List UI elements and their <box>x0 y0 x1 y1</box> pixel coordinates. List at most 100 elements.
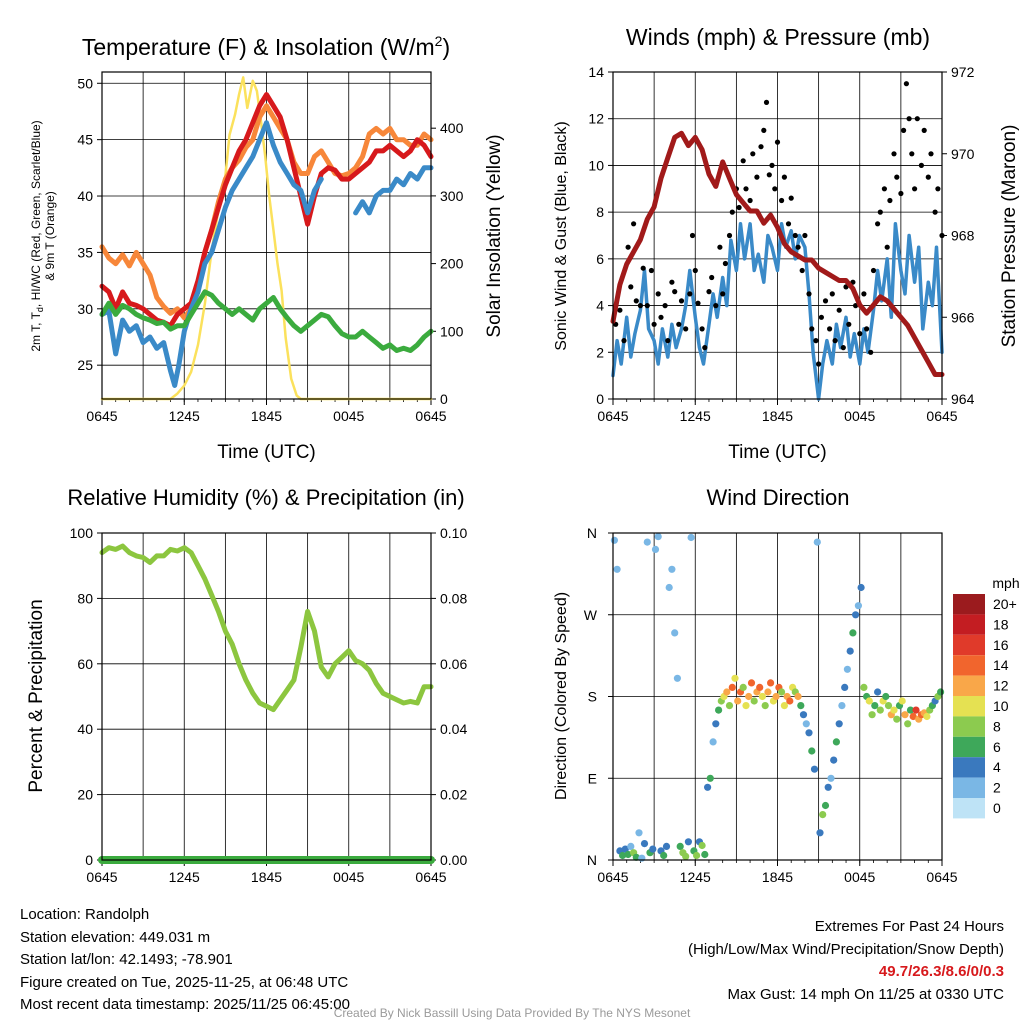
dir-point <box>764 688 772 696</box>
dir-point <box>613 565 621 573</box>
dir-point <box>698 841 706 850</box>
wind-series-sonic <box>611 222 944 401</box>
dir-point <box>725 702 734 710</box>
temp-y2tick-label: 300 <box>440 188 464 204</box>
wind-gust-point <box>628 284 634 290</box>
wind-gust-point <box>672 289 678 295</box>
dir-point <box>660 851 668 860</box>
dir-point <box>890 706 898 714</box>
temp-series-td <box>99 289 434 353</box>
dir-ytick-label: N <box>587 525 597 541</box>
wind-gust-point <box>799 267 805 274</box>
dir-point <box>761 702 769 710</box>
temp-title: Temperature (F) & Insolation (W/m2) <box>82 33 450 60</box>
wind-gust-point <box>655 291 661 297</box>
dir-frame <box>612 532 943 861</box>
dir-point <box>835 720 843 728</box>
rh-xtick-label: 1845 <box>251 869 282 885</box>
dir-legend-title: mph <box>992 575 1019 591</box>
dir-point <box>758 692 767 701</box>
rh-title: Relative Humidity (%) & Precipitation (i… <box>67 485 464 510</box>
rh-series-humidity <box>99 543 434 713</box>
wind-gust-point <box>884 244 890 250</box>
wind-gust-point <box>887 197 893 204</box>
dir-point <box>709 738 717 746</box>
wind-gust-point <box>772 186 778 192</box>
temp-ytick-label: 40 <box>77 188 93 204</box>
wind-gust-point <box>928 151 934 157</box>
wind-gust-point <box>875 221 881 227</box>
temp-xtick-label: 1245 <box>169 408 200 424</box>
wind-gust-point <box>648 267 655 274</box>
dir-point <box>621 845 629 853</box>
wind-frame <box>612 71 943 400</box>
wind-gust-point <box>754 174 760 180</box>
wind-ytick-label: 14 <box>588 64 604 80</box>
dir-point <box>780 702 789 710</box>
dir-point <box>893 715 901 723</box>
dir-point <box>701 850 709 859</box>
dir-point <box>665 583 673 592</box>
dir-point <box>693 851 701 860</box>
dir-ytick-label: S <box>588 689 597 705</box>
max-gust: Max Gust: 14 mph On 11/25 at 0330 UTC <box>727 985 1004 1003</box>
wind-ytick-label: 4 <box>596 298 604 314</box>
dir-legend-label: 4 <box>993 759 1001 775</box>
temp-y2tick-label: 100 <box>440 323 464 339</box>
dir-point <box>772 692 780 701</box>
dir-ylabel-text: Direction (Colored By Speed) <box>553 592 570 800</box>
wind-gust-point <box>695 300 701 306</box>
wind-gust-point <box>750 151 756 157</box>
wind-gust-point <box>868 349 874 355</box>
dir-legend-label: 10 <box>993 698 1009 714</box>
wind-gust-point <box>901 127 907 133</box>
wind-gust-point <box>792 232 798 239</box>
wind-xlabel: Time (UTC) <box>728 442 827 463</box>
temp-ylabel-rest: , HI/WC (Red, Green, Scarlet/Blue) <box>29 120 43 307</box>
dir-legend-swatch <box>953 716 985 737</box>
dir-point <box>687 533 695 542</box>
wind-y2tick-label: 970 <box>951 146 975 162</box>
wind-xtick-label: 0645 <box>597 408 628 424</box>
rh-y2tick-label: 0.10 <box>440 525 467 541</box>
dir-xtick-label: 1245 <box>680 869 711 885</box>
dir-legend-swatch <box>953 736 985 758</box>
temp-series-hi-wc <box>99 120 324 388</box>
wind-gust-point <box>925 174 931 180</box>
recent-timestamp: Most recent data timestamp: 2025/11/25 0… <box>20 996 350 1013</box>
dir-point <box>704 783 712 791</box>
dir-point <box>846 647 854 655</box>
wind-gust-point <box>864 326 870 332</box>
wind-gust-point <box>692 267 698 274</box>
wind-gust-point <box>894 174 900 180</box>
wind-series-pressure <box>610 130 945 377</box>
dir-ylabel: Direction (Colored By Speed) <box>553 592 570 800</box>
temp-xtick-label: 1845 <box>251 408 282 424</box>
wind-gust-point <box>909 151 915 157</box>
rh-y2tick-label: 0.08 <box>440 590 467 606</box>
wind-gust-point <box>840 345 846 351</box>
dir-point <box>832 738 841 746</box>
temp-panel: 25 30 35 40 45 50 0 100 200 300 400 0645 1245 1845 004… <box>29 33 505 463</box>
dir-legend-label: 14 <box>993 657 1009 673</box>
wind-y2tick-label: 968 <box>951 228 975 244</box>
dir-point <box>778 688 786 696</box>
dir-point <box>635 829 643 837</box>
dir-point <box>671 629 679 637</box>
dir-point <box>712 720 720 728</box>
rh-ytick-label: 60 <box>77 656 93 672</box>
station-location: Location: Randolph <box>20 906 150 923</box>
dir-point <box>794 692 802 701</box>
temp-xlabel: Time (UTC) <box>217 442 316 463</box>
dir-point <box>638 854 646 862</box>
wind-gust-point <box>816 361 822 367</box>
rh-y2tick-label: 0.00 <box>440 852 467 868</box>
dir-point <box>821 801 830 810</box>
rh-xtick-label: 1245 <box>169 869 200 885</box>
dir-point <box>799 711 808 719</box>
dir-ytick-label: N <box>587 852 597 868</box>
wind-xtick-label: 0645 <box>926 408 957 424</box>
dir-legend-label: 16 <box>993 637 1009 653</box>
wind-xtick-label: 0045 <box>844 408 875 424</box>
temp-series-hi-wc <box>353 165 434 216</box>
